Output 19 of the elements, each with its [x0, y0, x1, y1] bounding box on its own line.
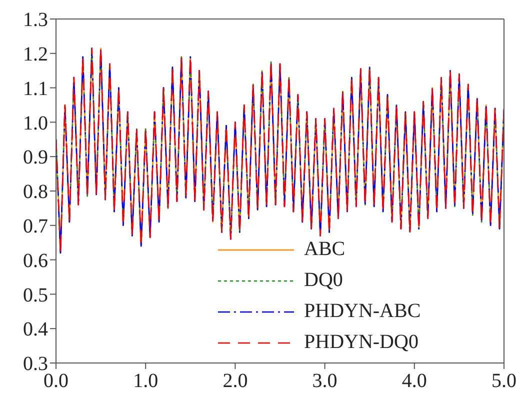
- x-tick-label: 2.0: [222, 370, 248, 392]
- x-tick-label: 5.0: [492, 370, 516, 392]
- legend-label: DQ0: [304, 269, 343, 292]
- y-tick-label: 0.5: [23, 284, 48, 306]
- y-tick-label: 0.9: [23, 146, 48, 169]
- y-tick-label: 1.2: [23, 44, 48, 66]
- legend-label: PHDYN-DQ0: [304, 331, 418, 354]
- x-tick-label: 4.0: [402, 370, 427, 392]
- legend-label: ABC: [304, 238, 346, 261]
- y-tick-label: 0.4: [23, 318, 48, 341]
- y-tick-label: 1.3: [23, 9, 48, 32]
- x-tick-label: 3.0: [312, 370, 338, 392]
- y-tick-label: 1.0: [23, 112, 48, 134]
- y-tick-label: 1.1: [23, 78, 48, 100]
- x-tick-label: 1.0: [133, 370, 158, 392]
- y-tick-label: 0.6: [23, 250, 48, 272]
- y-tick-label: 0.8: [23, 181, 48, 204]
- legend-label: PHDYN-ABC: [304, 300, 421, 323]
- y-tick-label: 0.7: [23, 216, 48, 238]
